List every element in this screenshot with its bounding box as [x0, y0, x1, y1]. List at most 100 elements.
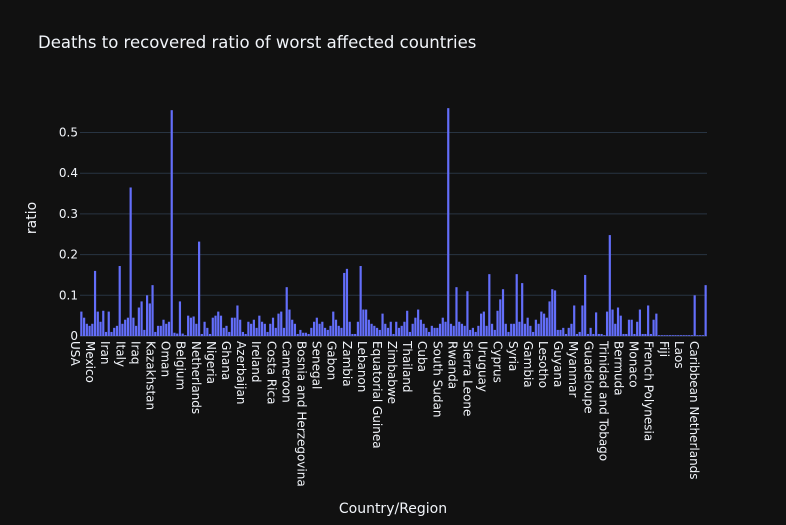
bar[interactable] — [83, 317, 86, 336]
bar[interactable] — [88, 325, 91, 336]
bar[interactable] — [373, 325, 376, 336]
bar[interactable] — [321, 321, 324, 336]
bar[interactable] — [329, 325, 332, 336]
bar[interactable] — [636, 321, 639, 336]
bar[interactable] — [110, 331, 113, 336]
bar[interactable] — [559, 329, 562, 336]
bar[interactable] — [534, 319, 537, 336]
bar[interactable] — [293, 323, 297, 336]
bar[interactable] — [512, 323, 516, 336]
bar[interactable] — [586, 333, 589, 336]
bar[interactable] — [449, 323, 453, 336]
bar[interactable] — [211, 317, 214, 336]
bar[interactable] — [501, 289, 505, 336]
bar[interactable] — [343, 272, 346, 336]
bar[interactable] — [682, 335, 685, 336]
bar[interactable] — [258, 315, 261, 336]
bar[interactable] — [280, 311, 283, 336]
bar[interactable] — [638, 309, 642, 336]
bar[interactable] — [296, 333, 299, 336]
bar[interactable] — [165, 323, 168, 336]
bar[interactable] — [671, 335, 674, 336]
bar[interactable] — [145, 295, 149, 336]
bar[interactable] — [630, 319, 633, 336]
bar[interactable] — [493, 329, 496, 336]
bar[interactable] — [422, 323, 425, 336]
bar[interactable] — [170, 110, 173, 336]
bar[interactable] — [80, 311, 83, 336]
bar[interactable] — [126, 317, 130, 336]
bar[interactable] — [132, 317, 135, 336]
bar[interactable] — [480, 313, 483, 336]
bar[interactable] — [545, 317, 548, 336]
bar[interactable] — [551, 289, 554, 336]
bar[interactable] — [178, 301, 182, 336]
bar[interactable] — [195, 323, 198, 336]
bar[interactable] — [663, 335, 666, 336]
bar[interactable] — [471, 327, 474, 336]
bar[interactable] — [230, 317, 234, 336]
bar[interactable] — [477, 325, 480, 336]
bar[interactable] — [219, 315, 223, 336]
bar[interactable] — [499, 299, 502, 336]
bar[interactable] — [96, 311, 99, 336]
bar[interactable] — [299, 329, 302, 336]
bar[interactable] — [307, 333, 310, 336]
bar[interactable] — [269, 323, 272, 336]
bar[interactable] — [677, 335, 680, 336]
bar[interactable] — [395, 321, 398, 336]
bar[interactable] — [696, 335, 699, 336]
bar[interactable] — [627, 319, 631, 336]
bar[interactable] — [666, 335, 669, 336]
bar[interactable] — [608, 235, 611, 336]
bar[interactable] — [411, 323, 414, 336]
bar[interactable] — [337, 325, 340, 336]
bar[interactable] — [532, 331, 535, 336]
bar[interactable] — [323, 327, 327, 336]
bar[interactable] — [375, 327, 379, 336]
bar[interactable] — [389, 321, 392, 336]
bar[interactable] — [581, 305, 584, 336]
bar[interactable] — [523, 323, 527, 336]
bar[interactable] — [701, 335, 704, 336]
bar[interactable] — [225, 325, 228, 336]
bar[interactable] — [704, 285, 707, 336]
bar[interactable] — [135, 325, 138, 336]
bar[interactable] — [85, 323, 88, 336]
bar[interactable] — [151, 285, 154, 336]
bar[interactable] — [250, 323, 253, 336]
bar[interactable] — [378, 329, 381, 336]
bar[interactable] — [118, 266, 121, 336]
bar[interactable] — [159, 325, 162, 336]
bar[interactable] — [334, 319, 338, 336]
bar[interactable] — [447, 108, 450, 336]
bar[interactable] — [458, 321, 461, 336]
bar[interactable] — [93, 270, 97, 336]
bar[interactable] — [252, 319, 255, 336]
bar[interactable] — [469, 329, 472, 336]
bar[interactable] — [444, 321, 447, 336]
bar[interactable] — [386, 327, 390, 336]
bar[interactable] — [200, 333, 203, 336]
bar[interactable] — [129, 187, 132, 336]
bar[interactable] — [107, 311, 110, 336]
bar[interactable] — [143, 329, 146, 336]
bar[interactable] — [436, 327, 439, 336]
bar[interactable] — [228, 331, 231, 336]
bar[interactable] — [452, 325, 455, 336]
bar[interactable] — [104, 331, 108, 336]
bar[interactable] — [91, 323, 94, 336]
bar[interactable] — [510, 323, 513, 336]
bar[interactable] — [124, 319, 127, 336]
bar[interactable] — [392, 333, 395, 336]
bar[interactable] — [649, 333, 652, 336]
bar[interactable] — [318, 323, 321, 336]
bar[interactable] — [304, 332, 307, 336]
bar[interactable] — [589, 327, 592, 336]
bar[interactable] — [102, 310, 105, 336]
bar[interactable] — [137, 307, 140, 336]
bar[interactable] — [148, 303, 151, 336]
bar[interactable] — [614, 323, 617, 336]
bar[interactable] — [633, 333, 636, 336]
bar[interactable] — [241, 331, 245, 336]
